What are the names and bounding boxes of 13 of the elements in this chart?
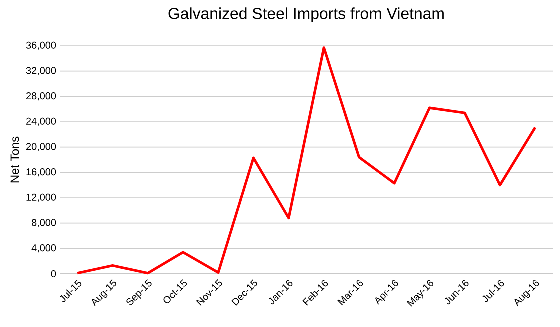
y-tick-label: 8,000 — [32, 219, 56, 228]
y-axis-title: Net Tons — [10, 136, 20, 183]
y-tick-label: 32,000 — [26, 67, 56, 76]
y-tick-label: 16,000 — [26, 168, 56, 177]
y-tick-label: 20,000 — [26, 143, 56, 152]
chart-title: Galvanized Steel Imports from Vietnam — [168, 8, 444, 23]
y-tick-label: 36,000 — [26, 42, 56, 50]
y-tick-label: 24,000 — [26, 118, 56, 126]
y-tick-label: 0 — [51, 270, 56, 278]
y-tick-label: 12,000 — [26, 194, 56, 202]
y-tick-label: 28,000 — [26, 92, 56, 101]
line-series — [76, 46, 537, 275]
y-tick-label: 4,000 — [32, 244, 56, 253]
